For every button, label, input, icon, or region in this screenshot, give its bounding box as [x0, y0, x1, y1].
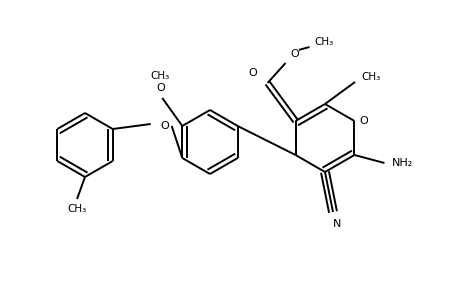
- Text: NH₂: NH₂: [391, 158, 412, 168]
- Text: O: O: [290, 49, 298, 59]
- Text: O: O: [248, 68, 257, 78]
- Text: N: N: [332, 219, 341, 229]
- Text: O: O: [156, 83, 164, 93]
- Text: O: O: [160, 121, 169, 131]
- Text: CH₃: CH₃: [151, 71, 169, 81]
- Text: CH₃: CH₃: [313, 37, 332, 47]
- Text: CH₃: CH₃: [67, 204, 86, 214]
- Text: O: O: [358, 116, 367, 126]
- Text: CH₃: CH₃: [361, 72, 380, 82]
